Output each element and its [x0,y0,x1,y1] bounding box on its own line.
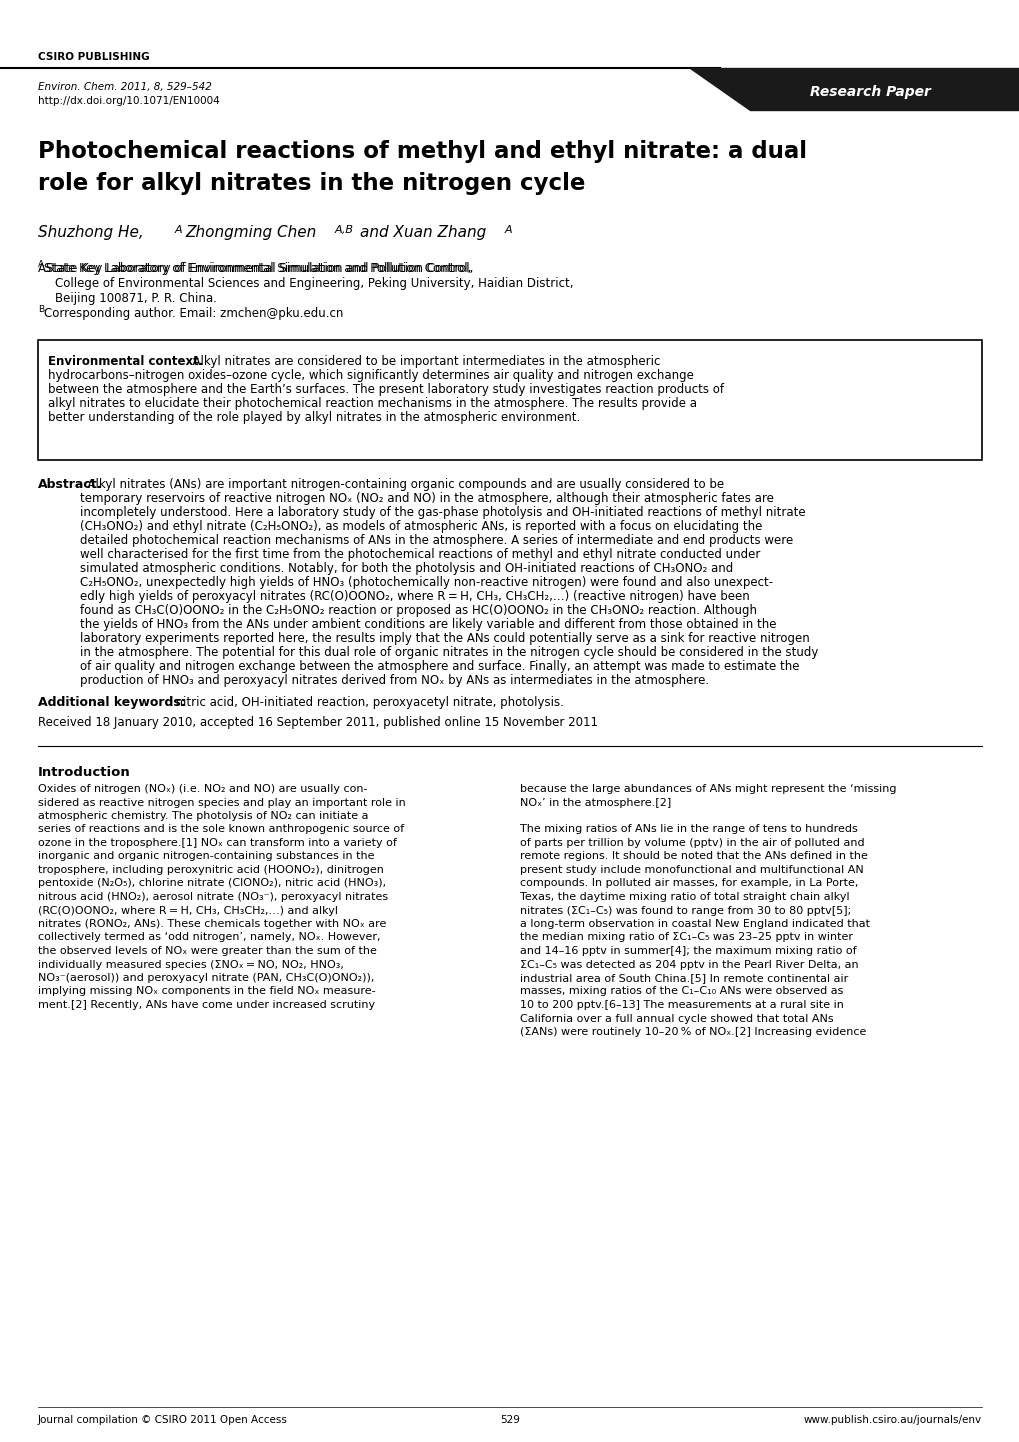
Text: C₂H₅ONO₂, unexpectedly high yields of HNO₃ (photochemically non-reactive nitroge: C₂H₅ONO₂, unexpectedly high yields of HN… [79,575,772,588]
Text: A,B: A,B [334,225,354,235]
Text: NOₓ’ in the atmosphere.[2]: NOₓ’ in the atmosphere.[2] [520,797,671,808]
Text: 529: 529 [499,1415,520,1425]
Text: http://dx.doi.org/10.1071/EN10004: http://dx.doi.org/10.1071/EN10004 [38,97,219,107]
Text: the yields of HNO₃ from the ANs under ambient conditions are likely variable and: the yields of HNO₃ from the ANs under am… [79,619,775,632]
Text: AState Key Laboratory of Environmental Simulation and Pollution Control,: AState Key Laboratory of Environmental S… [38,262,473,275]
Text: A: A [38,260,44,270]
Text: Abstract.: Abstract. [38,477,102,490]
Text: Beijing 100871, P. R. China.: Beijing 100871, P. R. China. [55,291,217,306]
Text: found as CH₃C(O)OONO₂ in the C₂H₅ONO₂ reaction or proposed as HC(O)OONO₂ in the : found as CH₃C(O)OONO₂ in the C₂H₅ONO₂ re… [79,604,756,617]
Text: the observed levels of NOₓ were greater than the sum of the: the observed levels of NOₓ were greater … [38,946,376,956]
Text: (CH₃ONO₂) and ethyl nitrate (C₂H₅ONO₂), as models of atmospheric ANs, is reporte: (CH₃ONO₂) and ethyl nitrate (C₂H₅ONO₂), … [79,521,761,534]
Text: Journal compilation © CSIRO 2011 Open Access: Journal compilation © CSIRO 2011 Open Ac… [38,1415,287,1425]
Text: Zhongming Chen: Zhongming Chen [184,225,316,239]
Text: a long-term observation in coastal New England indicated that: a long-term observation in coastal New E… [520,919,869,929]
Text: masses, mixing ratios of the C₁–C₁₀ ANs were observed as: masses, mixing ratios of the C₁–C₁₀ ANs … [520,986,843,996]
Text: and Xuan Zhang: and Xuan Zhang [360,225,486,239]
Text: present study include monofunctional and multifunctional AN: present study include monofunctional and… [520,865,863,875]
Text: (RC(O)OONO₂, where R = H, CH₃, CH₃CH₂,…) and alkyl: (RC(O)OONO₂, where R = H, CH₃, CH₃CH₂,…)… [38,906,337,916]
Text: incompletely understood. Here a laboratory study of the gas-phase photolysis and: incompletely understood. Here a laborato… [79,506,805,519]
Text: individually measured species (ΣNOₓ = NO, NO₂, HNO₃,: individually measured species (ΣNOₓ = NO… [38,959,343,969]
Text: well characterised for the first time from the photochemical reactions of methyl: well characterised for the first time fr… [79,548,759,561]
Text: nitrates (RONO₂, ANs). These chemicals together with NOₓ are: nitrates (RONO₂, ANs). These chemicals t… [38,919,386,929]
Text: industrial area of South China.[5] In remote continental air: industrial area of South China.[5] In re… [520,973,848,983]
Text: inorganic and organic nitrogen-containing substances in the: inorganic and organic nitrogen-containin… [38,851,374,861]
Text: collectively termed as ‘odd nitrogen’, namely, NOₓ. However,: collectively termed as ‘odd nitrogen’, n… [38,933,380,943]
Text: Oxides of nitrogen (NOₓ) (i.e. NO₂ and NO) are usually con-: Oxides of nitrogen (NOₓ) (i.e. NO₂ and N… [38,784,367,795]
Text: of parts per trillion by volume (pptv) in the air of polluted and: of parts per trillion by volume (pptv) i… [520,838,864,848]
Text: California over a full annual cycle showed that total ANs: California over a full annual cycle show… [520,1014,833,1024]
Text: the median mixing ratio of ΣC₁–C₅ was 23–25 pptv in winter: the median mixing ratio of ΣC₁–C₅ was 23… [520,933,852,943]
Text: in the atmosphere. The potential for this dual role of organic nitrates in the n: in the atmosphere. The potential for thi… [79,646,817,659]
Text: simulated atmospheric conditions. Notably, for both the photolysis and OH-initia: simulated atmospheric conditions. Notabl… [79,562,733,575]
Text: and 14–16 pptv in summer[4]; the maximum mixing ratio of: and 14–16 pptv in summer[4]; the maximum… [520,946,856,956]
Text: The mixing ratios of ANs lie in the range of tens to hundreds: The mixing ratios of ANs lie in the rang… [520,825,857,835]
Text: atmospheric chemistry. The photolysis of NO₂ can initiate a: atmospheric chemistry. The photolysis of… [38,810,368,820]
Text: nitrates (ΣC₁–C₅) was found to range from 30 to 80 pptv[5];: nitrates (ΣC₁–C₅) was found to range fro… [520,906,851,916]
Text: 10 to 200 pptv.[6–13] The measurements at a rural site in: 10 to 200 pptv.[6–13] The measurements a… [520,999,843,1009]
Text: NO₃⁻(aerosol)) and peroxyacyl nitrate (PAN, CH₃C(O)ONO₂)),: NO₃⁻(aerosol)) and peroxyacyl nitrate (P… [38,973,374,983]
Polygon shape [689,68,1019,110]
Text: better understanding of the role played by alkyl nitrates in the atmospheric env: better understanding of the role played … [48,411,580,424]
Text: Photochemical reactions of methyl and ethyl nitrate: a dual: Photochemical reactions of methyl and et… [38,140,806,163]
Text: troposphere, including peroxynitric acid (HOONO₂), dinitrogen: troposphere, including peroxynitric acid… [38,865,383,875]
Text: Texas, the daytime mixing ratio of total straight chain alkyl: Texas, the daytime mixing ratio of total… [520,893,849,903]
Text: Shuzhong He,: Shuzhong He, [38,225,144,239]
Text: A: A [175,225,182,235]
Text: nitric acid, OH-initiated reaction, peroxyacetyl nitrate, photolysis.: nitric acid, OH-initiated reaction, pero… [168,696,564,709]
Text: Received 18 January 2010, accepted 16 September 2011, published online 15 Novemb: Received 18 January 2010, accepted 16 Se… [38,717,597,730]
Text: B: B [38,306,44,314]
Text: role for alkyl nitrates in the nitrogen cycle: role for alkyl nitrates in the nitrogen … [38,172,585,195]
Text: alkyl nitrates to elucidate their photochemical reaction mechanisms in the atmos: alkyl nitrates to elucidate their photoc… [48,397,696,410]
Text: nitrous acid (HNO₂), aerosol nitrate (NO₃⁻), peroxyacyl nitrates: nitrous acid (HNO₂), aerosol nitrate (NO… [38,893,388,903]
Text: remote regions. It should be noted that the ANs defined in the: remote regions. It should be noted that … [520,851,867,861]
Text: Introduction: Introduction [38,766,130,779]
Text: A: A [504,225,513,235]
Text: laboratory experiments reported here, the results imply that the ANs could poten: laboratory experiments reported here, th… [79,632,809,645]
Text: State Key Laboratory of Environmental Simulation and Pollution Control,: State Key Laboratory of Environmental Si… [44,262,471,275]
Text: because the large abundances of ANs might represent the ‘missing: because the large abundances of ANs migh… [520,784,896,795]
Text: Alkyl nitrates (ANs) are important nitrogen-containing organic compounds and are: Alkyl nitrates (ANs) are important nitro… [79,477,723,490]
Text: temporary reservoirs of reactive nitrogen NOₓ (NO₂ and NO) in the atmosphere, al: temporary reservoirs of reactive nitroge… [79,492,773,505]
FancyBboxPatch shape [38,340,981,460]
Text: ment.[2] Recently, ANs have come under increased scrutiny: ment.[2] Recently, ANs have come under i… [38,999,375,1009]
Text: Research Paper: Research Paper [809,85,929,99]
Text: production of HNO₃ and peroxyacyl nitrates derived from NOₓ by ANs as intermedia: production of HNO₃ and peroxyacyl nitrat… [79,673,708,686]
Text: compounds. In polluted air masses, for example, in La Porte,: compounds. In polluted air masses, for e… [520,878,858,888]
Text: between the atmosphere and the Earth’s surfaces. The present laboratory study in: between the atmosphere and the Earth’s s… [48,384,723,397]
Text: ΣC₁–C₅ was detected as 204 pptv in the Pearl River Delta, an: ΣC₁–C₅ was detected as 204 pptv in the P… [520,959,858,969]
Text: Corresponding author. Email: zmchen@pku.edu.cn: Corresponding author. Email: zmchen@pku.… [44,307,343,320]
Text: Alkyl nitrates are considered to be important intermediates in the atmospheric: Alkyl nitrates are considered to be impo… [184,355,659,368]
Text: pentoxide (N₂O₅), chlorine nitrate (ClONO₂), nitric acid (HNO₃),: pentoxide (N₂O₅), chlorine nitrate (ClON… [38,878,386,888]
Text: (ΣANs) were routinely 10–20 % of NOₓ.[2] Increasing evidence: (ΣANs) were routinely 10–20 % of NOₓ.[2]… [520,1027,865,1037]
Text: Additional keywords:: Additional keywords: [38,696,185,709]
Text: Environmental context.: Environmental context. [48,355,203,368]
Text: CSIRO PUBLISHING: CSIRO PUBLISHING [38,52,150,62]
Text: hydrocarbons–nitrogen oxides–ozone cycle, which significantly determines air qua: hydrocarbons–nitrogen oxides–ozone cycle… [48,369,693,382]
Text: ozone in the troposphere.[1] NOₓ can transform into a variety of: ozone in the troposphere.[1] NOₓ can tra… [38,838,396,848]
Text: implying missing NOₓ components in the field NOₓ measure-: implying missing NOₓ components in the f… [38,986,375,996]
Text: series of reactions and is the sole known anthropogenic source of: series of reactions and is the sole know… [38,825,404,835]
Text: detailed photochemical reaction mechanisms of ANs in the atmosphere. A series of: detailed photochemical reaction mechanis… [79,534,793,547]
Text: edly high yields of peroxyacyl nitrates (RC(O)OONO₂, where R = H, CH₃, CH₃CH₂,…): edly high yields of peroxyacyl nitrates … [79,590,749,603]
Text: www.publish.csiro.au/journals/env: www.publish.csiro.au/journals/env [803,1415,981,1425]
Text: Environ. Chem. 2011, 8, 529–542: Environ. Chem. 2011, 8, 529–542 [38,82,212,92]
Text: College of Environmental Sciences and Engineering, Peking University, Haidian Di: College of Environmental Sciences and En… [55,277,573,290]
Text: of air quality and nitrogen exchange between the atmosphere and surface. Finally: of air quality and nitrogen exchange bet… [79,660,799,673]
Text: sidered as reactive nitrogen species and play an important role in: sidered as reactive nitrogen species and… [38,797,406,808]
